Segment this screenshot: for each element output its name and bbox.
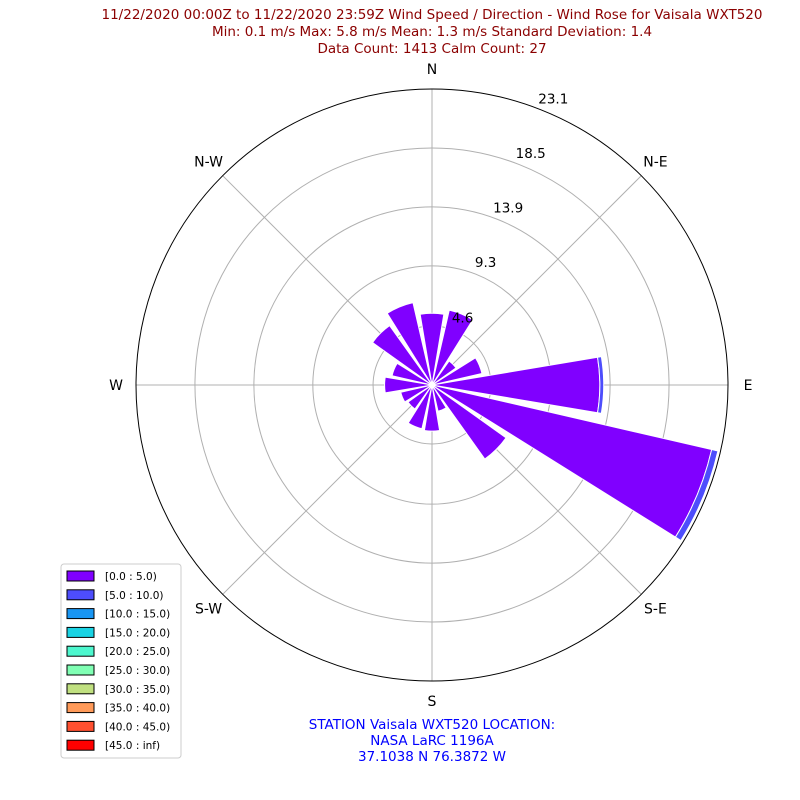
legend-label-9: [45.0 : inf)	[105, 740, 160, 752]
grid-spoke-225	[222, 384, 433, 595]
legend-swatch-0	[66, 570, 95, 582]
radial-tick-labels: 4.6 9.3 13.9 18.5 23.1	[452, 92, 568, 327]
wind-rose-bars	[371, 301, 719, 542]
wedge-w-bin-0	[384, 376, 433, 394]
legend-label-5: [25.0 : 30.0)	[105, 665, 170, 677]
polar-frame	[135, 88, 729, 682]
legend-label-4: [20.0 : 25.0)	[105, 646, 170, 658]
legend-swatch-9	[66, 739, 95, 751]
title-line-2: Min: 0.1 m/s Max: 5.8 m/s Mean: 1.3 m/s …	[212, 24, 652, 40]
title-line-1: 11/22/2020 00:00Z to 11/22/2020 23:59Z W…	[102, 7, 763, 23]
compass-label-s-e: S-E	[644, 601, 667, 617]
wedge-ese-bin-1	[674, 448, 719, 542]
legend-swatch-7	[66, 702, 95, 714]
legend-swatch-5	[66, 664, 95, 676]
wedge-se-bin-0	[431, 384, 507, 460]
compass-label-n: N	[427, 62, 437, 78]
legend-label-8: [40.0 : 45.0)	[105, 721, 170, 733]
compass-label-n-e: N-E	[643, 155, 667, 171]
wedge-sse-bin-0	[431, 384, 447, 412]
radial-tick-label-1: 9.3	[475, 255, 496, 271]
wedge-wnw-bin-0	[391, 362, 433, 386]
wedge-nw-bin-0	[371, 324, 433, 386]
compass-label-s-w: S-W	[195, 601, 222, 617]
station-info: STATION Vaisala WXT520 LOCATION: NASA La…	[309, 717, 555, 765]
wedge-wsw-bin-0	[400, 384, 433, 403]
legend-label-2: [10.0 : 15.0)	[105, 609, 170, 621]
legend-label-6: [30.0 : 35.0)	[105, 684, 170, 696]
legend-label-7: [35.0 : 40.0)	[105, 703, 170, 715]
title-line-3: Data Count: 1413 Calm Count: 27	[317, 41, 546, 57]
chart-title: 11/22/2020 00:00Z to 11/22/2020 23:59Z W…	[102, 7, 763, 57]
station-line-2: NASA LaRC 1196A	[370, 733, 494, 749]
legend-label-1: [5.0 : 10.0)	[105, 590, 163, 602]
legend-swatch-3	[66, 626, 95, 638]
wedge-s-bin-0	[423, 384, 441, 432]
station-line-1: STATION Vaisala WXT520 LOCATION:	[309, 717, 555, 733]
speed-legend: [0.0 : 5.0) [5.0 : 10.0) [10.0 : 15.0) [15.…	[60, 563, 182, 759]
legend-label-0: [0.0 : 5.0)	[105, 571, 157, 583]
legend-swatch-4	[66, 645, 95, 657]
wedge-sw-bin-0	[407, 384, 433, 410]
wedge-nnw-bin-0	[386, 301, 433, 386]
legend-swatch-8	[66, 720, 95, 732]
legend-swatch-1	[66, 589, 95, 601]
compass-label-s: S	[428, 694, 437, 710]
station-line-3: 37.1038 N 76.3872 W	[358, 749, 506, 765]
compass-label-w: W	[109, 378, 123, 394]
radial-tick-label-2: 13.9	[493, 200, 523, 216]
wedge-n-bin-0	[419, 312, 445, 386]
compass-labels: N N-E E S-E S S-W W N-W	[109, 62, 752, 710]
grid-spoke-45	[431, 175, 642, 386]
legend-label-3: [15.0 : 20.0)	[105, 627, 170, 639]
legend-swatch-2	[66, 608, 95, 620]
radial-tick-label-0: 4.6	[452, 311, 473, 327]
wedge-e-bin-1	[596, 356, 605, 414]
radial-tick-label-4: 23.1	[538, 92, 568, 108]
compass-label-n-w: N-W	[194, 155, 223, 171]
radial-tick-label-3: 18.5	[516, 146, 546, 162]
wedge-nne-bin-0	[431, 309, 474, 386]
wedge-ne-bin-0	[431, 360, 457, 386]
wedge-ssw-bin-0	[407, 384, 433, 430]
legend-swatch-6	[66, 683, 95, 695]
compass-label-e: E	[744, 378, 753, 394]
wedge-ene-bin-0	[431, 357, 483, 386]
